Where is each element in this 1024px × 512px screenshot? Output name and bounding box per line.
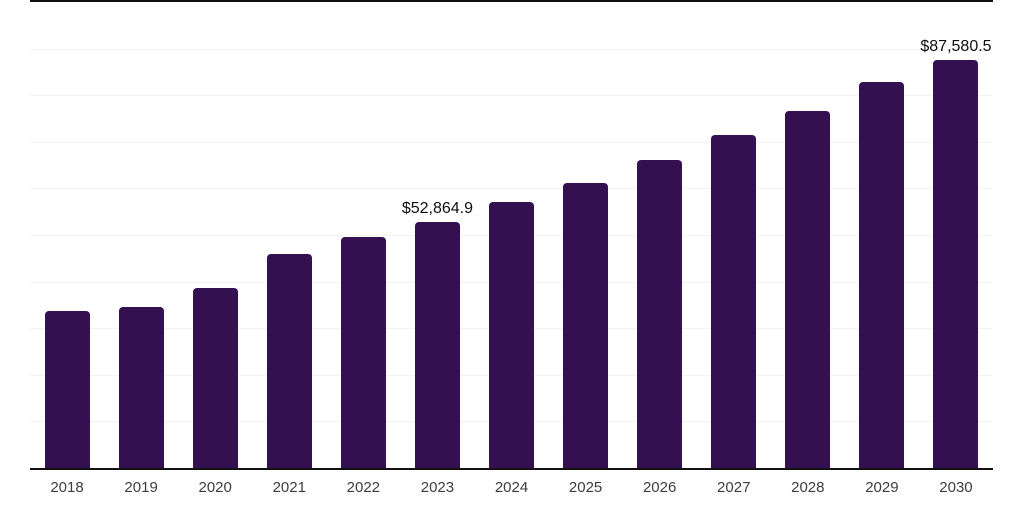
bar-group-2020 bbox=[178, 2, 252, 468]
x-axis-label-2023: 2023 bbox=[420, 479, 455, 496]
bar-group-2024 bbox=[474, 2, 548, 468]
bar-group-2019 bbox=[104, 2, 178, 468]
bar-group-2028 bbox=[771, 2, 845, 468]
x-axis-label-2024: 2024 bbox=[494, 479, 529, 496]
x-axis-label-2020: 2020 bbox=[198, 479, 232, 496]
x-axis-label-2028: 2028 bbox=[791, 479, 825, 496]
bar-group-2030: $87,580.5 bbox=[919, 2, 993, 468]
bar-value-label-2030: $87,580.5 bbox=[920, 37, 992, 55]
x-axis-label-2018: 2018 bbox=[50, 479, 84, 496]
x-axis-label-2025: 2025 bbox=[568, 479, 603, 496]
bar-2025[interactable] bbox=[563, 183, 609, 468]
bar-group-2021 bbox=[252, 2, 326, 468]
bar-2024[interactable] bbox=[489, 202, 534, 468]
bar-2018[interactable] bbox=[44, 310, 90, 468]
bar-2020[interactable] bbox=[192, 288, 238, 468]
bars-row: $52,864.9 $87,580.5 bbox=[30, 2, 993, 468]
bar-2023[interactable] bbox=[414, 221, 460, 468]
bar-group-2022 bbox=[326, 2, 400, 468]
x-axis-label-2019: 2019 bbox=[124, 479, 158, 496]
bar-group-2018 bbox=[30, 2, 104, 468]
x-axis: 2018 2019 2020 2021 2022 2023 2024 2025 2026 2027… bbox=[30, 470, 993, 496]
x-axis-label-2030: 2030 bbox=[939, 479, 973, 496]
bar-group-2029 bbox=[845, 2, 919, 468]
bar-2029[interactable] bbox=[859, 82, 905, 468]
x-axis-label-2027: 2027 bbox=[717, 479, 751, 496]
bar-2030[interactable] bbox=[933, 59, 979, 468]
x-axis-label-2029: 2029 bbox=[865, 479, 899, 496]
bar-value-label-2023: $52,864.9 bbox=[401, 199, 474, 217]
bar-group-2027 bbox=[697, 2, 771, 468]
plot-area: $52,864.9 $87,580.5 bbox=[30, 0, 993, 470]
x-axis-label-2026: 2026 bbox=[642, 479, 677, 496]
bar-group-2025 bbox=[549, 2, 623, 468]
bar-2028[interactable] bbox=[785, 111, 831, 468]
bar-group-2026 bbox=[623, 2, 697, 468]
bar-2019[interactable] bbox=[118, 307, 164, 468]
x-axis-label-2022: 2022 bbox=[346, 479, 381, 496]
bar-2027[interactable] bbox=[711, 135, 757, 468]
bar-2022[interactable] bbox=[340, 236, 386, 468]
bar-2026[interactable] bbox=[637, 160, 683, 468]
x-axis-label-2021: 2021 bbox=[272, 479, 306, 496]
bar-group-2023: $52,864.9 bbox=[400, 2, 474, 468]
bar-2021[interactable] bbox=[266, 254, 312, 468]
